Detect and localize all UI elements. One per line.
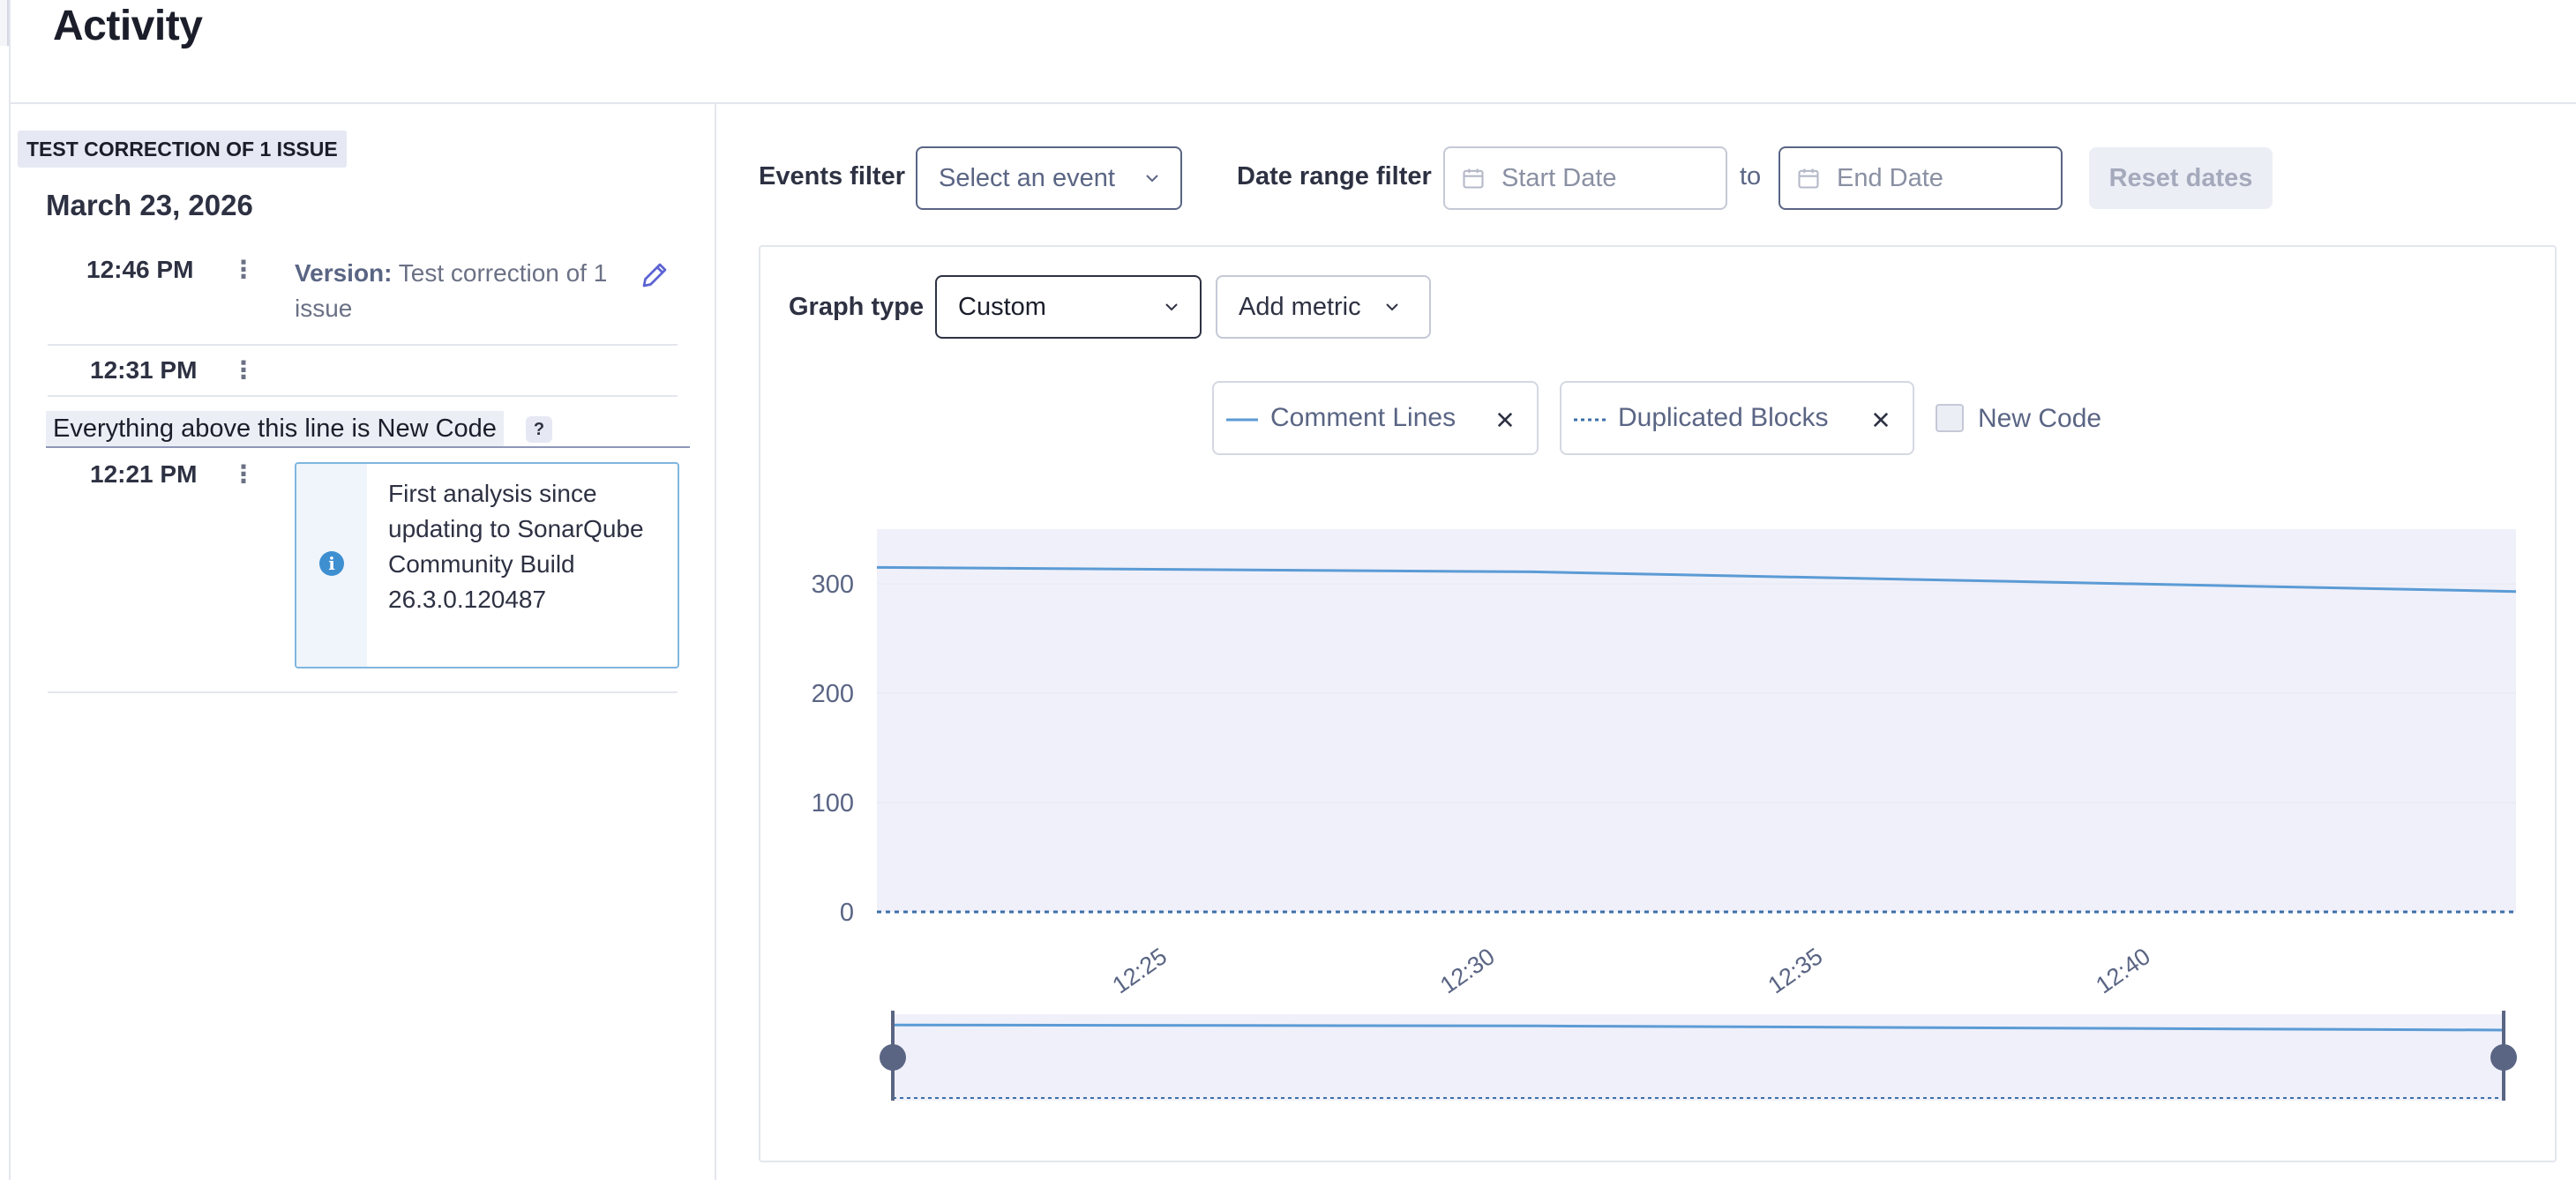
events-filter-value: Select an event: [939, 164, 1115, 192]
to-label: to: [1740, 162, 1762, 190]
start-date-placeholder: Start Date: [1501, 164, 1617, 192]
version-tag: TEST CORRECTION OF 1 ISSUE: [18, 131, 347, 168]
event-time: 12:21 PM: [90, 460, 198, 488]
events-filter-label: Events filter: [759, 162, 905, 190]
dotted-line-icon: [1574, 418, 1606, 422]
event-menu-button[interactable]: ⋮: [231, 256, 256, 283]
zoom-handle-right[interactable]: [2490, 1044, 2517, 1071]
event-time: 12:31 PM: [90, 356, 198, 384]
calendar-icon: [1463, 168, 1484, 189]
legend-label: Comment Lines: [1270, 403, 1456, 432]
left-edge-border: [0, 0, 11, 1180]
y-tick-label: 300: [812, 571, 854, 599]
new-code-marker: Everything above this line is New Code ?: [46, 411, 690, 448]
chevron-down-icon: [1386, 303, 1398, 311]
main-panel: Events filter Select an event Date range…: [716, 104, 2576, 1180]
close-icon[interactable]: [1870, 409, 1891, 430]
event-row[interactable]: 12:46 PM ⋮ Version: Test correction of 1…: [48, 245, 678, 346]
edit-icon[interactable]: [639, 259, 670, 291]
legend-chip-duplicated-blocks: Duplicated Blocks: [1560, 381, 1914, 455]
chevron-down-icon: [1165, 303, 1178, 311]
graph-panel: Graph type Custom Add metric Comment Lin…: [759, 245, 2557, 1162]
date-range-filter-label: Date range filter: [1237, 162, 1432, 190]
x-tick-label: 12:30: [1435, 943, 1500, 998]
help-badge[interactable]: ?: [526, 416, 552, 443]
legend-label: Duplicated Blocks: [1618, 403, 1829, 432]
info-icon: i: [319, 551, 344, 576]
info-box: i First analysis since updating to Sonar…: [295, 462, 679, 668]
reset-dates-button[interactable]: Reset dates: [2089, 147, 2273, 209]
page-title: Activity: [53, 3, 203, 49]
calendar-icon: [1798, 168, 1819, 189]
add-metric-button[interactable]: Add metric: [1216, 275, 1431, 339]
close-icon[interactable]: [1494, 409, 1516, 430]
solid-line-icon: [1226, 418, 1258, 422]
graph-type-value: Custom: [958, 293, 1046, 321]
events-filter-select[interactable]: Select an event: [916, 146, 1182, 210]
x-tick-label: 12:35: [1764, 943, 1828, 998]
activity-chart: 300 200 100 0 12:25 12:30 12:35 12:40: [812, 529, 2517, 1101]
start-date-input[interactable]: Start Date: [1443, 146, 1727, 210]
zoom-handle-left[interactable]: [880, 1044, 906, 1071]
y-tick-label: 100: [812, 789, 854, 818]
x-tick-label: 12:25: [1108, 943, 1172, 998]
legend-chip-comment-lines: Comment Lines: [1212, 381, 1539, 455]
event-time: 12:46 PM: [86, 256, 194, 283]
version-label: Version:: [295, 259, 393, 287]
y-tick-label: 200: [812, 680, 854, 708]
graph-type-select[interactable]: Custom: [935, 275, 1202, 339]
event-row[interactable]: 12:31 PM ⋮: [48, 346, 678, 397]
version-value: Test correction of 1 issue: [295, 259, 608, 322]
y-tick-label: 0: [840, 899, 854, 927]
end-date-placeholder: End Date: [1837, 164, 1943, 192]
event-row[interactable]: 12:21 PM ⋮ i First analysis since updati…: [48, 450, 679, 693]
activity-sidebar[interactable]: TEST CORRECTION OF 1 ISSUE March 23, 202…: [11, 104, 716, 1180]
new-code-marker-text: Everything above this line is New Code: [46, 411, 504, 446]
date-heading: March 23, 2026: [46, 189, 253, 221]
event-version: Version: Test correction of 1 issue: [295, 256, 612, 326]
x-tick-label: 12:40: [2091, 943, 2155, 998]
add-metric-label: Add metric: [1239, 293, 1361, 321]
event-menu-button[interactable]: ⋮: [231, 460, 256, 488]
end-date-input[interactable]: End Date: [1778, 146, 2063, 210]
new-code-checkbox[interactable]: [1936, 404, 1964, 432]
edge-notch: [0, 0, 9, 46]
plot-area: [877, 529, 2516, 912]
graph-type-label: Graph type: [789, 293, 925, 321]
info-text: First analysis since updating to SonarQu…: [388, 480, 644, 613]
page-header: Activity: [11, 0, 2576, 104]
zoom-series-comment-lines: [892, 1023, 2505, 1032]
new-code-label: New Code: [1978, 404, 2102, 433]
event-menu-button[interactable]: ⋮: [231, 356, 256, 384]
chevron-down-icon: [1146, 175, 1158, 183]
series-line-comment-lines: [876, 565, 2517, 594]
